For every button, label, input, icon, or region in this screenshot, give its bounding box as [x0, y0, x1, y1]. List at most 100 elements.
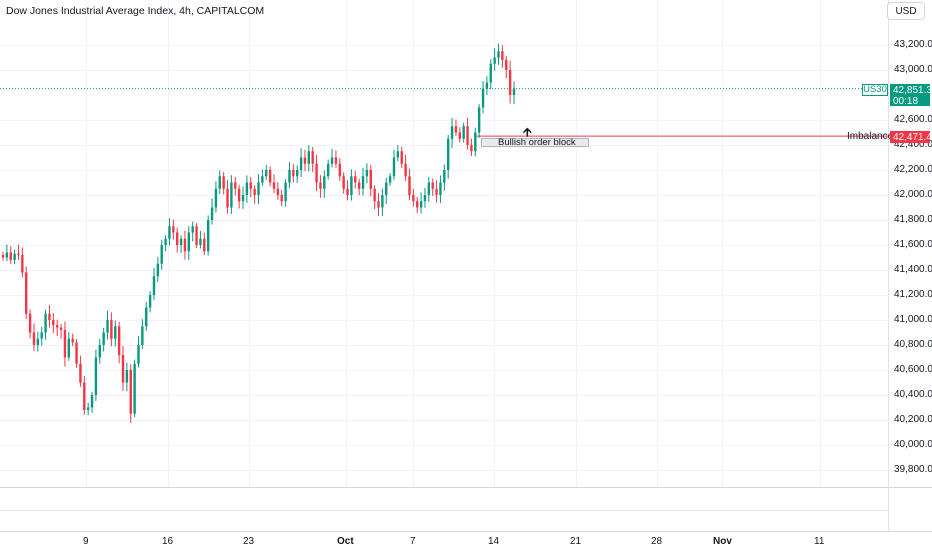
candle-body: [497, 51, 500, 58]
price-tick-label: 41,800.0: [894, 214, 932, 225]
candle-body: [342, 176, 345, 189]
candle-body: [365, 170, 369, 177]
candle-body: [1, 255, 5, 258]
candle-body: [361, 176, 365, 189]
candle-body: [388, 176, 392, 183]
candle-body: [141, 326, 144, 345]
candle-body: [36, 338, 40, 345]
price-tick-label: 40,400.0: [894, 389, 932, 400]
candle-body: [454, 126, 458, 133]
candle-body: [117, 326, 121, 355]
candle-body: [443, 170, 446, 183]
candlesticks: [1, 43, 516, 423]
symbol-tag: US30: [862, 84, 888, 96]
date-tick-label: 7: [410, 536, 416, 547]
price-tick-label: 41,400.0: [894, 264, 932, 275]
candle-body: [183, 238, 187, 252]
imbalance-label: Imbalance: [847, 131, 894, 142]
candle-body: [48, 313, 51, 320]
candle-body: [187, 232, 191, 252]
candle-body: [307, 151, 311, 164]
candle-body: [241, 195, 245, 202]
candle-body: [338, 163, 341, 177]
candle-body: [59, 327, 63, 330]
candle-body: [489, 63, 492, 83]
candle-body: [75, 342, 78, 364]
candle-body: [505, 60, 508, 70]
price-axis[interactable]: 39,800.0 40,000.0 40,200.0 40,400.0 40,600.0…: [888, 0, 932, 488]
candle-body: [133, 363, 136, 414]
candle-body: [334, 157, 338, 164]
candle-body: [160, 245, 163, 264]
price-tick-label: 41,200.0: [894, 289, 932, 300]
candle-body: [86, 407, 90, 410]
candle-body: [63, 330, 67, 358]
price-tick-label: 42,200.0: [894, 164, 932, 175]
candle-body: [419, 201, 423, 208]
candle-body: [152, 276, 156, 295]
date-tick-label: 11: [814, 536, 825, 547]
candle-body: [28, 313, 32, 333]
candle-body: [13, 253, 16, 260]
date-tick-label: 28: [651, 536, 663, 547]
candle-body: [98, 345, 101, 358]
candle-body: [330, 157, 334, 164]
candle-body: [125, 370, 129, 383]
candle-body: [392, 157, 396, 177]
candle-body: [176, 232, 179, 245]
currency-button[interactable]: USD: [887, 2, 925, 20]
candle-body: [501, 51, 504, 60]
candle-body: [245, 182, 249, 195]
date-tick-label: 23: [243, 536, 255, 547]
candle-body: [249, 182, 252, 189]
date-tick-label: 9: [83, 536, 89, 547]
candle-body: [431, 182, 434, 189]
price-tick-label: 39,800.0: [894, 464, 932, 475]
candle-body: [102, 332, 105, 345]
candle-body: [377, 201, 380, 208]
candle-body: [110, 320, 113, 339]
candle-body: [288, 170, 291, 183]
candle-body: [191, 226, 194, 233]
candle-body: [477, 107, 481, 133]
candle-body: [416, 201, 419, 208]
candle-body: [206, 220, 210, 252]
candle-body: [408, 176, 411, 195]
candle-body: [195, 226, 198, 245]
candle-body: [303, 157, 307, 164]
candle-body: [435, 188, 438, 195]
candle-body: [40, 332, 43, 339]
candle-body: [350, 176, 353, 195]
price-tick-label: 40,600.0: [894, 364, 932, 375]
candle-body: [94, 357, 98, 395]
candle-body: [156, 263, 160, 277]
candle-body: [222, 176, 225, 189]
last-price-tag: 42,851.3 00:18: [890, 84, 932, 107]
candle-body: [168, 226, 171, 239]
candle-body: [71, 338, 74, 343]
last-price-value: 42,851.3: [893, 85, 932, 96]
price-tick-label: 42,600.0: [894, 114, 932, 125]
price-tick-label: 40,800.0: [894, 339, 932, 350]
candle-body: [179, 238, 183, 245]
price-tick-label: 41,600.0: [894, 239, 932, 250]
price-tick-label: 41,000.0: [894, 314, 932, 325]
candle-body: [404, 163, 407, 177]
candle-body: [203, 238, 206, 252]
candle-body: [493, 57, 496, 64]
candle-body: [164, 238, 167, 245]
candle-body: [79, 363, 82, 383]
date-tick-label: Nov: [713, 536, 732, 547]
candle-body: [226, 188, 229, 208]
candle-body: [5, 252, 9, 258]
price-tick-label: 43,000.0: [894, 64, 932, 75]
candle-body: [512, 88, 516, 95]
order-block-label: Bullish order block: [498, 137, 576, 148]
candle-body: [25, 272, 28, 314]
candle-body: [439, 182, 442, 195]
date-tick-label: 16: [162, 536, 174, 547]
price-tick-label: 43,200.0: [894, 39, 932, 50]
time-axis[interactable]: 9 16 23 Oct 7 14 21 28 Nov 11: [0, 532, 932, 550]
candle-body: [265, 170, 268, 177]
